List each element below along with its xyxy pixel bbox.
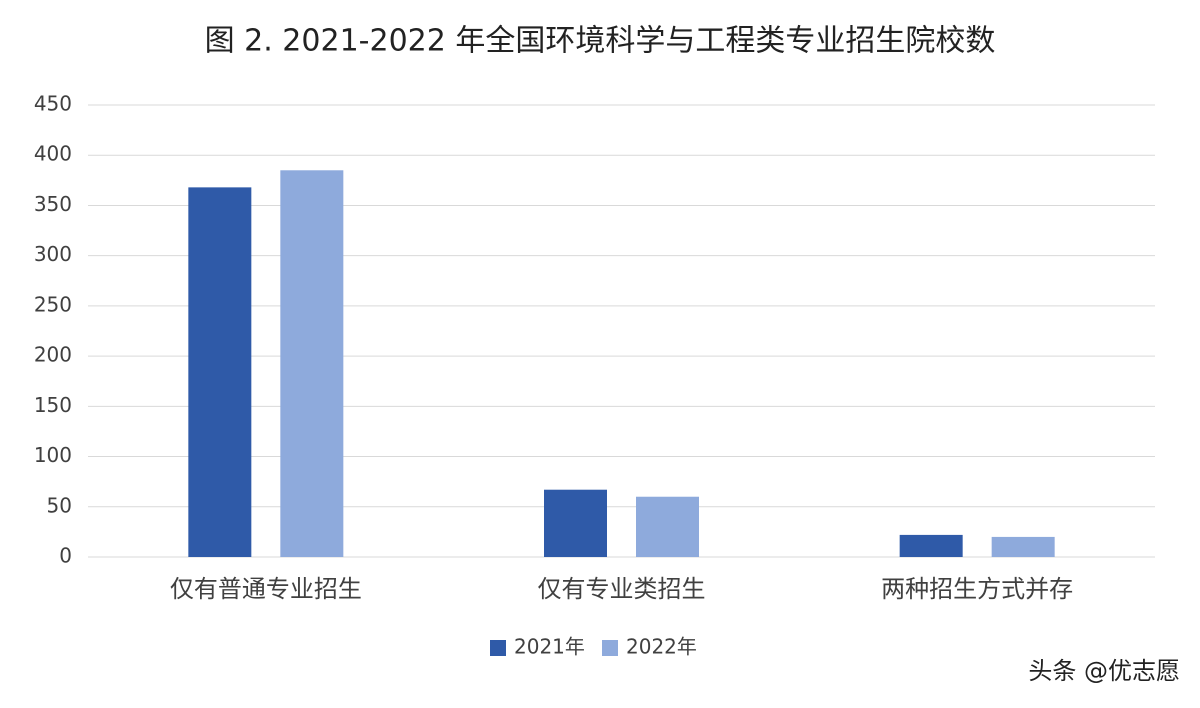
x-tick-label: 仅有专业类招生 [538, 575, 706, 603]
legend-swatch [490, 640, 506, 656]
y-tick-label: 200 [34, 343, 72, 367]
bar [636, 496, 699, 557]
y-tick-label: 300 [34, 242, 72, 266]
bar [991, 536, 1055, 557]
y-tick-label: 450 [34, 92, 72, 116]
legend-swatch [602, 640, 618, 656]
y-tick-label: 250 [34, 292, 72, 316]
bar [280, 170, 344, 558]
y-tick-label: 50 [47, 493, 72, 517]
legend-label: 2022年 [626, 635, 697, 659]
y-tick-label: 0 [59, 544, 72, 568]
x-tick-label: 仅有普通专业招生 [170, 575, 362, 603]
y-tick-label: 400 [34, 142, 72, 166]
credit: 头条 @优志愿 [1028, 657, 1180, 685]
bar [899, 534, 963, 557]
bar [544, 489, 607, 557]
y-tick-label: 100 [34, 443, 72, 467]
chart-title: 图 2. 2021-2022 年全国环境科学与工程类专业招生院校数 [205, 24, 996, 59]
x-tick-label: 两种招生方式并存 [881, 575, 1073, 603]
bar [188, 187, 252, 557]
y-tick-label: 350 [34, 192, 72, 216]
y-tick-label: 150 [34, 393, 72, 417]
legend-label: 2021年 [514, 635, 585, 659]
